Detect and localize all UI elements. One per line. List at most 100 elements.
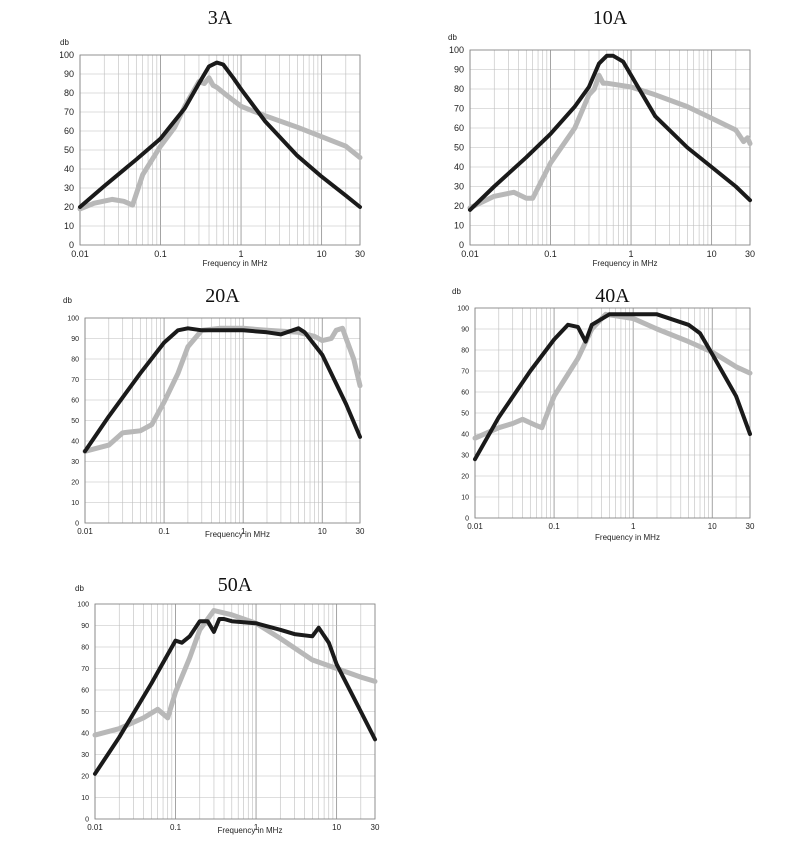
y-tick-label: 70 [454,104,464,114]
y-tick-label: 50 [64,145,74,155]
chart-svg: 0 10 20 30 40 50 60 70 80 90 100 0.01 0.1 1 10 30 [67,315,365,536]
x-tick-label: 1 [239,249,244,259]
y-tick-label: 30 [454,182,464,192]
y-tick-label: 40 [81,730,89,737]
chart-svg: 0 10 20 30 40 50 60 70 80 90 100 0.01 0.1 1 10 30 [457,305,755,531]
y-tick-label: 20 [71,479,79,486]
y-tick-label: 90 [454,65,464,75]
y-tick-label: 20 [64,202,74,212]
plot-frame [469,49,751,246]
y-tick-label: 50 [71,418,79,425]
series-line-black [468,53,752,212]
y-tick-label: 80 [64,88,74,98]
y-tick-label: 50 [454,143,464,153]
y-tick-label: 0 [85,816,89,823]
y-tick-label: 100 [449,45,464,55]
y-tick-label: 90 [461,326,469,333]
grid [474,307,751,519]
chart-3a: 0 10 20 30 40 50 60 70 80 90 100 0.01 0.1 1 10 30 3A db F… [60,5,380,280]
y-tick-label: 40 [71,438,79,445]
x-tick-label: 1 [631,522,636,531]
x-tick-label: 30 [371,823,380,832]
chart-title: 3A [207,7,233,29]
y-tick-label: 20 [81,773,89,780]
chart-title: 40A [595,285,630,307]
y-tick-label: 0 [465,515,469,522]
y-tick-label: 70 [461,368,469,375]
x-tick-label: 1 [254,823,259,832]
y-tick-label: 20 [461,473,469,480]
y-tick-label: 30 [71,459,79,466]
x-tick-label: 0.01 [71,249,89,259]
y-tick-label: 80 [81,644,89,651]
y-tick-label: 100 [457,305,469,312]
series-line-black [93,617,377,776]
x-tick-label: 30 [355,249,365,259]
grid [79,54,361,246]
x-tick-label: 0.01 [461,249,479,259]
y-tick-label: 50 [461,410,469,417]
plot-frame [94,603,376,820]
x-tick-label: 0.1 [549,522,561,531]
series-line-gray [82,325,363,454]
y-tick-label: 30 [461,452,469,459]
chart-svg: 0 10 20 30 40 50 60 70 80 90 100 0.01 0.1 1 10 30 [77,601,380,832]
chart-20a: 0 10 20 30 40 50 60 70 80 90 100 0.01 0.1 1 10 30 20A db… [60,283,380,548]
series-line-gray [467,72,753,211]
y-unit-label: db [452,287,461,296]
plot-frame [84,317,361,524]
chart-title: 10A [592,7,628,29]
y-tick-label: 100 [60,50,74,60]
y-tick-label: 50 [81,709,89,716]
series-line-black [473,312,752,462]
x-axis-label: Frequency in MHz [217,826,283,835]
plot-frame [474,307,751,519]
x-tick-label: 0.1 [159,527,171,536]
x-tick-label: 0.1 [170,823,182,832]
chart-40a: 0 10 20 30 40 50 60 70 80 90 100 0.01 0.1 1 10 30 40A db… [445,283,765,548]
x-tick-label: 1 [241,527,246,536]
x-tick-label: 10 [318,527,327,536]
series-line-gray [472,311,753,441]
y-unit-label: db [63,296,72,305]
y-tick-label: 60 [454,123,464,133]
y-tick-label: 30 [64,183,74,193]
y-tick-label: 0 [75,520,79,527]
y-tick-label: 40 [64,164,74,174]
y-tick-label: 10 [64,221,74,231]
y-tick-label: 10 [454,221,464,231]
x-tick-label: 30 [356,527,365,536]
y-tick-label: 100 [77,601,89,608]
x-tick-label: 30 [745,249,755,259]
x-axis-label: Frequency in MHz [205,530,270,539]
y-tick-label: 0 [69,240,74,250]
y-tick-label: 90 [71,336,79,343]
y-tick-label: 40 [454,162,464,172]
y-unit-label: db [75,584,84,593]
y-tick-label: 90 [81,623,89,630]
x-tick-label: 10 [332,823,341,832]
y-tick-label: 40 [461,431,469,438]
y-tick-label: 10 [81,795,89,802]
chart-title: 50A [217,574,253,596]
x-axis-label: Frequency in MHz [592,259,658,268]
y-tick-label: 80 [454,84,464,94]
x-tick-label: 10 [317,249,327,259]
series-line-black [78,60,362,209]
x-tick-label: 30 [746,522,755,531]
y-tick-label: 70 [81,666,89,673]
x-tick-label: 10 [708,522,717,531]
series-line-gray [77,75,363,212]
y-tick-label: 20 [454,201,464,211]
y-tick-label: 30 [81,752,89,759]
y-tick-label: 60 [81,687,89,694]
x-tick-label: 1 [629,249,634,259]
x-tick-label: 0.1 [154,249,167,259]
chart-10a: 0 10 20 30 40 50 60 70 80 90 100 0.01 0.1 1 10 30 10A db… [445,5,765,280]
chart-svg: 0 10 20 30 40 50 60 70 80 90 100 0.01 0.1 1 10 30 [60,50,365,259]
y-tick-label: 0 [459,240,464,250]
y-tick-label: 60 [461,389,469,396]
x-axis-label: Frequency in MHz [595,533,660,542]
y-unit-label: db [448,33,457,42]
y-tick-label: 60 [64,126,74,136]
